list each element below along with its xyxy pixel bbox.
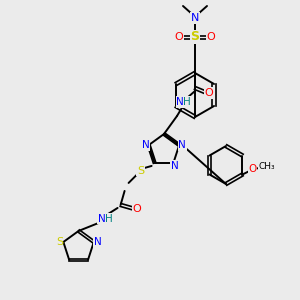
Text: H: H <box>105 214 112 224</box>
Text: S: S <box>190 31 200 44</box>
Text: N: N <box>178 140 186 150</box>
Text: N: N <box>176 97 184 107</box>
Text: N: N <box>142 140 150 150</box>
Text: S: S <box>137 166 144 176</box>
Text: O: O <box>248 164 256 175</box>
Text: N: N <box>94 237 102 247</box>
Text: CH₃: CH₃ <box>258 162 275 171</box>
Text: S: S <box>56 237 63 247</box>
Text: H: H <box>183 97 191 107</box>
Text: O: O <box>207 32 215 42</box>
Text: O: O <box>132 204 141 214</box>
Text: O: O <box>205 88 213 98</box>
Text: O: O <box>175 32 183 42</box>
Text: N: N <box>170 161 178 171</box>
Text: N: N <box>98 214 106 224</box>
Text: N: N <box>191 13 199 23</box>
